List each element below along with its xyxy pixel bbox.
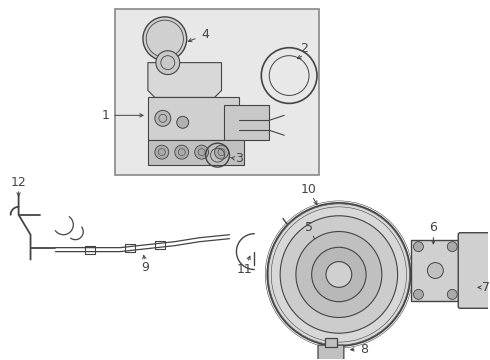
Polygon shape xyxy=(148,98,240,140)
Text: 12: 12 xyxy=(11,176,26,189)
Circle shape xyxy=(414,242,423,252)
Text: 11: 11 xyxy=(237,263,252,276)
Circle shape xyxy=(155,145,169,159)
Circle shape xyxy=(177,116,189,128)
Polygon shape xyxy=(148,63,221,98)
Bar xyxy=(115,9,319,175)
Circle shape xyxy=(175,145,189,159)
Text: 10: 10 xyxy=(301,184,317,197)
Circle shape xyxy=(447,242,457,252)
FancyBboxPatch shape xyxy=(318,345,344,360)
Circle shape xyxy=(447,289,457,300)
Bar xyxy=(412,240,459,301)
Text: 7: 7 xyxy=(482,281,490,294)
Polygon shape xyxy=(148,140,245,165)
Bar xyxy=(325,338,337,347)
Text: 3: 3 xyxy=(236,152,244,165)
Circle shape xyxy=(427,262,443,279)
Circle shape xyxy=(195,145,209,159)
Circle shape xyxy=(155,111,171,126)
Circle shape xyxy=(267,203,411,346)
Circle shape xyxy=(312,247,366,302)
Text: 5: 5 xyxy=(305,221,313,234)
Text: 9: 9 xyxy=(141,261,149,274)
FancyBboxPatch shape xyxy=(458,233,490,308)
Circle shape xyxy=(414,289,423,300)
Circle shape xyxy=(296,231,382,318)
Text: 6: 6 xyxy=(429,221,437,234)
Text: 8: 8 xyxy=(360,343,368,356)
Polygon shape xyxy=(224,105,269,140)
Circle shape xyxy=(215,145,228,159)
Text: 1: 1 xyxy=(101,109,109,122)
Text: 2: 2 xyxy=(300,42,308,55)
Circle shape xyxy=(143,17,187,60)
Text: 4: 4 xyxy=(202,28,210,41)
Circle shape xyxy=(156,51,180,75)
Circle shape xyxy=(326,262,352,287)
Circle shape xyxy=(280,216,397,333)
